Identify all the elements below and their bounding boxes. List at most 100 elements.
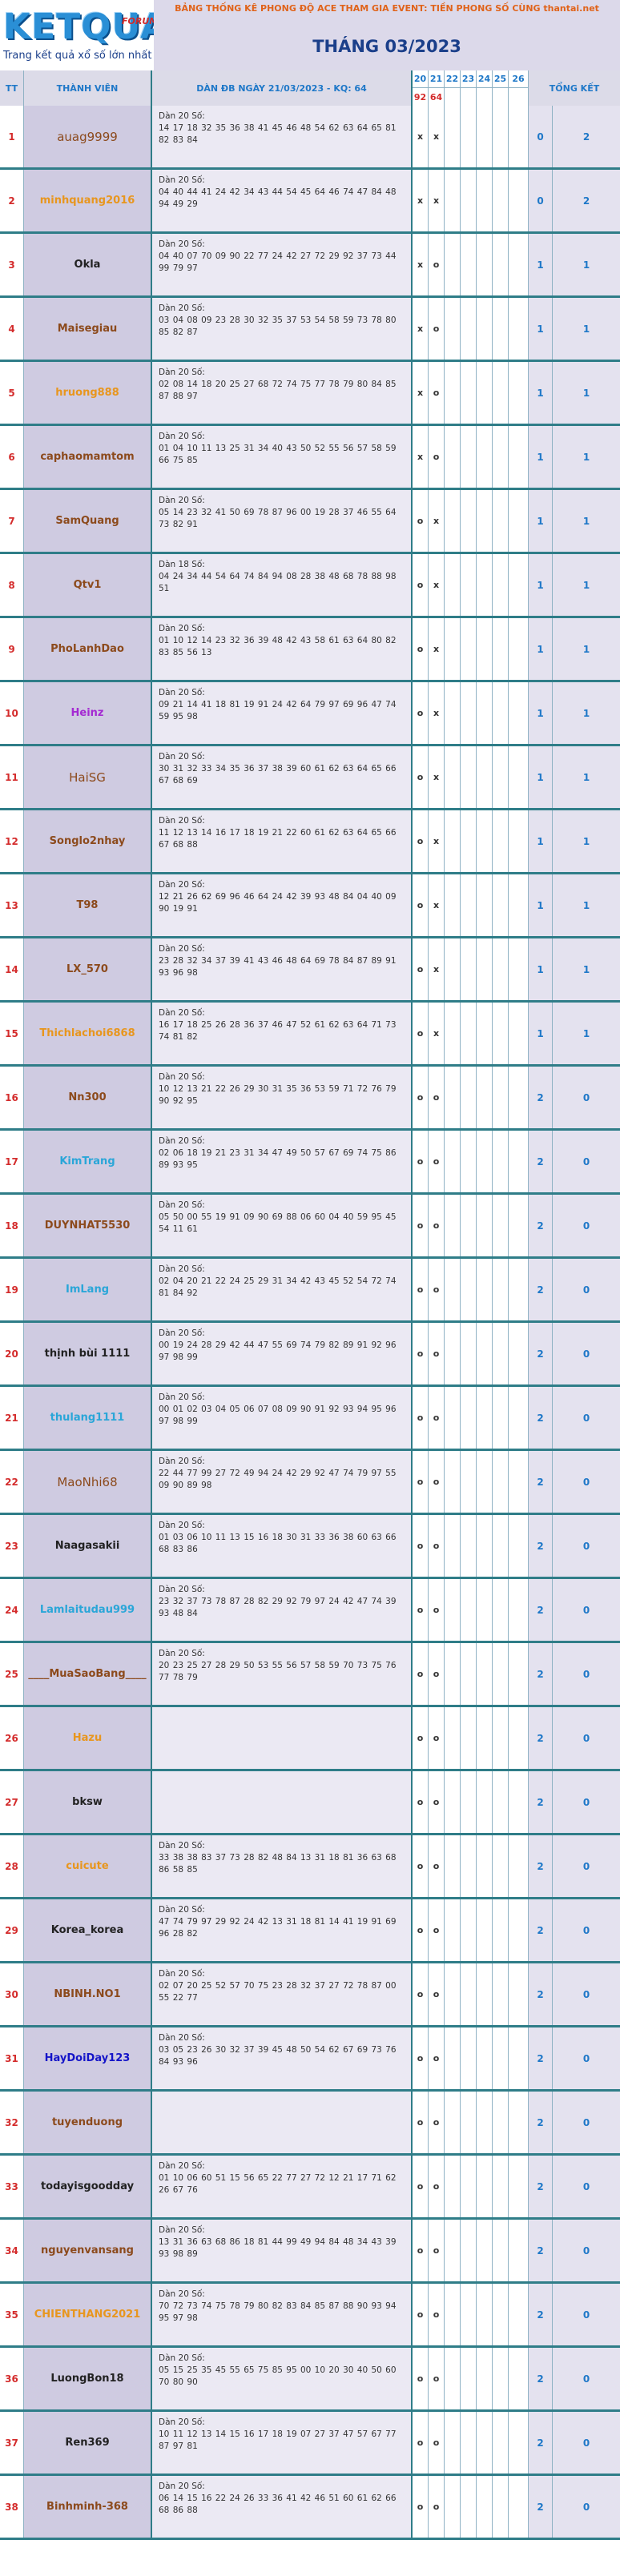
- table-row: 34 nguyenvansang Dàn 20 Số: 13 31 36 63 68 …: [0, 2220, 620, 2284]
- day-25-result: [493, 1131, 509, 1192]
- col-header-total: TỔNG KẾT: [529, 70, 620, 106]
- member-name-label: thịnh bùi 1111: [44, 1348, 131, 1360]
- number-set-values: 05 50 00 55 19 91 09 90 69 88 06 60 04 4…: [159, 1212, 397, 1234]
- day-23-result: [461, 1835, 477, 1897]
- day-24-result: [477, 234, 493, 295]
- member-name[interactable]: T98: [24, 874, 152, 936]
- day-21-result: o: [429, 1771, 445, 1833]
- member-name[interactable]: minhquang2016: [24, 170, 152, 231]
- row-index: 22: [0, 1451, 24, 1513]
- member-name[interactable]: Songlo2nhay: [24, 810, 152, 872]
- number-set-header: Dàn 20 Số:: [159, 1457, 205, 1466]
- member-name[interactable]: Thichlachoi6868: [24, 1003, 152, 1064]
- member-name[interactable]: tuyenduong: [24, 2092, 152, 2153]
- day-22-result: [445, 2412, 461, 2474]
- day-21-result: o: [429, 1451, 445, 1513]
- number-set: Dàn 20 Số: 02 07 20 25 52 57 70 75 23 28 …: [152, 1963, 413, 2025]
- member-name[interactable]: thịnh bùi 1111: [24, 1323, 152, 1384]
- member-name[interactable]: MaoNhi68: [24, 1451, 152, 1513]
- number-set-values: 16 17 18 25 26 28 36 37 46 47 52 61 62 6…: [159, 1020, 397, 1042]
- number-set: [152, 1771, 413, 1833]
- total-score: 0: [553, 1259, 620, 1320]
- number-set: Dàn 20 Số: 01 03 06 10 11 13 15 16 18 30 …: [152, 1515, 413, 1577]
- number-set-values: 01 03 06 10 11 13 15 16 18 30 31 33 36 3…: [159, 1533, 397, 1554]
- day-24-result: [477, 1131, 493, 1192]
- member-name[interactable]: cuicute: [24, 1835, 152, 1897]
- site-logo[interactable]: KETQUA FORUM Trang kết quả xổ số lớn nhấ…: [2, 2, 203, 69]
- total-score: 1: [553, 938, 620, 1000]
- member-name-label: Ren369: [65, 2437, 110, 2449]
- number-set-header: Dàn 20 Số:: [159, 1136, 205, 1146]
- member-name[interactable]: ____MuaSaoBang____: [24, 1643, 152, 1705]
- day-25-result: [493, 106, 509, 167]
- number-set-values: 01 10 12 14 23 32 36 39 48 42 43 58 61 6…: [159, 636, 397, 657]
- day-22-result: [445, 1195, 461, 1256]
- row-index: 3: [0, 234, 24, 295]
- member-name[interactable]: CHIENTHANG2021: [24, 2284, 152, 2345]
- day-25-result: [493, 1963, 509, 2025]
- member-name[interactable]: NBINH.NO1: [24, 1963, 152, 2025]
- day-22-result: [445, 1067, 461, 1128]
- row-index: 33: [0, 2156, 24, 2217]
- member-name[interactable]: HaiSG: [24, 746, 152, 808]
- day-26-result: [509, 1963, 529, 2025]
- member-name-label: bksw: [72, 1796, 103, 1808]
- number-set-values: 03 04 08 09 23 28 30 32 35 37 53 54 58 5…: [159, 315, 397, 337]
- day-26-result: [509, 1451, 529, 1513]
- member-name[interactable]: KimTrang: [24, 1131, 152, 1192]
- member-name[interactable]: Maisegiau: [24, 298, 152, 360]
- day-23-result: [461, 1195, 477, 1256]
- day-25-result: [493, 2412, 509, 2474]
- header: KETQUA FORUM Trang kết quả xổ số lớn nhấ…: [0, 0, 620, 70]
- member-name[interactable]: Lamlaitudau999: [24, 1579, 152, 1641]
- member-name[interactable]: Binhminh-368: [24, 2476, 152, 2538]
- number-set: Dàn 20 Số: 02 06 18 19 21 23 31 34 47 49 …: [152, 1131, 413, 1192]
- member-name[interactable]: Ren369: [24, 2412, 152, 2474]
- member-name[interactable]: bksw: [24, 1771, 152, 1833]
- member-name[interactable]: Naagasakii: [24, 1515, 152, 1577]
- member-name[interactable]: DUYNHAT5530: [24, 1195, 152, 1256]
- day-22-result: [445, 362, 461, 424]
- day-25-result: [493, 1771, 509, 1833]
- miss-count: 1: [529, 234, 553, 295]
- member-name[interactable]: Hazu: [24, 1707, 152, 1769]
- number-set-header: Dàn 20 Số:: [159, 496, 205, 505]
- row-index: 23: [0, 1515, 24, 1577]
- number-set-values: 01 10 06 60 51 15 56 65 22 77 27 72 12 2…: [159, 2173, 397, 2195]
- member-name[interactable]: auag9999: [24, 106, 152, 167]
- member-name[interactable]: Qtv1: [24, 554, 152, 616]
- total-score: 2: [553, 106, 620, 167]
- number-set-header: Dàn 20 Số:: [159, 880, 205, 890]
- number-set: Dàn 20 Số: 01 10 06 60 51 15 56 65 22 77 …: [152, 2156, 413, 2217]
- day-26-result: [509, 1899, 529, 1961]
- member-name[interactable]: SamQuang: [24, 490, 152, 552]
- miss-count: 0: [529, 170, 553, 231]
- member-name[interactable]: LX_570: [24, 938, 152, 1000]
- member-name[interactable]: HayDoiDay123: [24, 2027, 152, 2089]
- member-name[interactable]: todayisgoodday: [24, 2156, 152, 2217]
- number-set: Dàn 20 Số: 03 05 23 26 30 32 37 39 45 48 …: [152, 2027, 413, 2089]
- number-set-header: Dàn 20 Số:: [159, 1649, 205, 1658]
- member-name[interactable]: ImLang: [24, 1259, 152, 1320]
- member-name[interactable]: LuongBon18: [24, 2348, 152, 2409]
- member-name[interactable]: hruong888: [24, 362, 152, 424]
- member-name[interactable]: Heinz: [24, 682, 152, 744]
- day-25-result: [493, 298, 509, 360]
- number-set: [152, 1707, 413, 1769]
- member-name[interactable]: PhoLanhDao: [24, 618, 152, 680]
- total-score: 0: [553, 1899, 620, 1961]
- member-name[interactable]: Okla: [24, 234, 152, 295]
- day-20-result: o: [413, 2156, 429, 2217]
- number-set: Dàn 20 Số: 06 14 15 16 22 24 26 33 36 41 …: [152, 2476, 413, 2538]
- day-21-result: o: [429, 2476, 445, 2538]
- member-name[interactable]: Nn300: [24, 1067, 152, 1128]
- table-row: 35 CHIENTHANG2021 Dàn 20 Số: 70 72 73 74 75…: [0, 2284, 620, 2348]
- day-20-result: x: [413, 362, 429, 424]
- member-name[interactable]: Korea_korea: [24, 1899, 152, 1961]
- member-name[interactable]: caphaomamtom: [24, 426, 152, 488]
- member-name[interactable]: nguyenvansang: [24, 2220, 152, 2281]
- number-set-values: 23 32 37 73 78 87 28 82 29 92 79 97 24 4…: [159, 1597, 397, 1618]
- member-name[interactable]: thulang1111: [24, 1387, 152, 1449]
- number-set: Dàn 20 Số: 05 14 23 32 41 50 69 78 87 96 …: [152, 490, 413, 552]
- day-21-result: o: [429, 2092, 445, 2153]
